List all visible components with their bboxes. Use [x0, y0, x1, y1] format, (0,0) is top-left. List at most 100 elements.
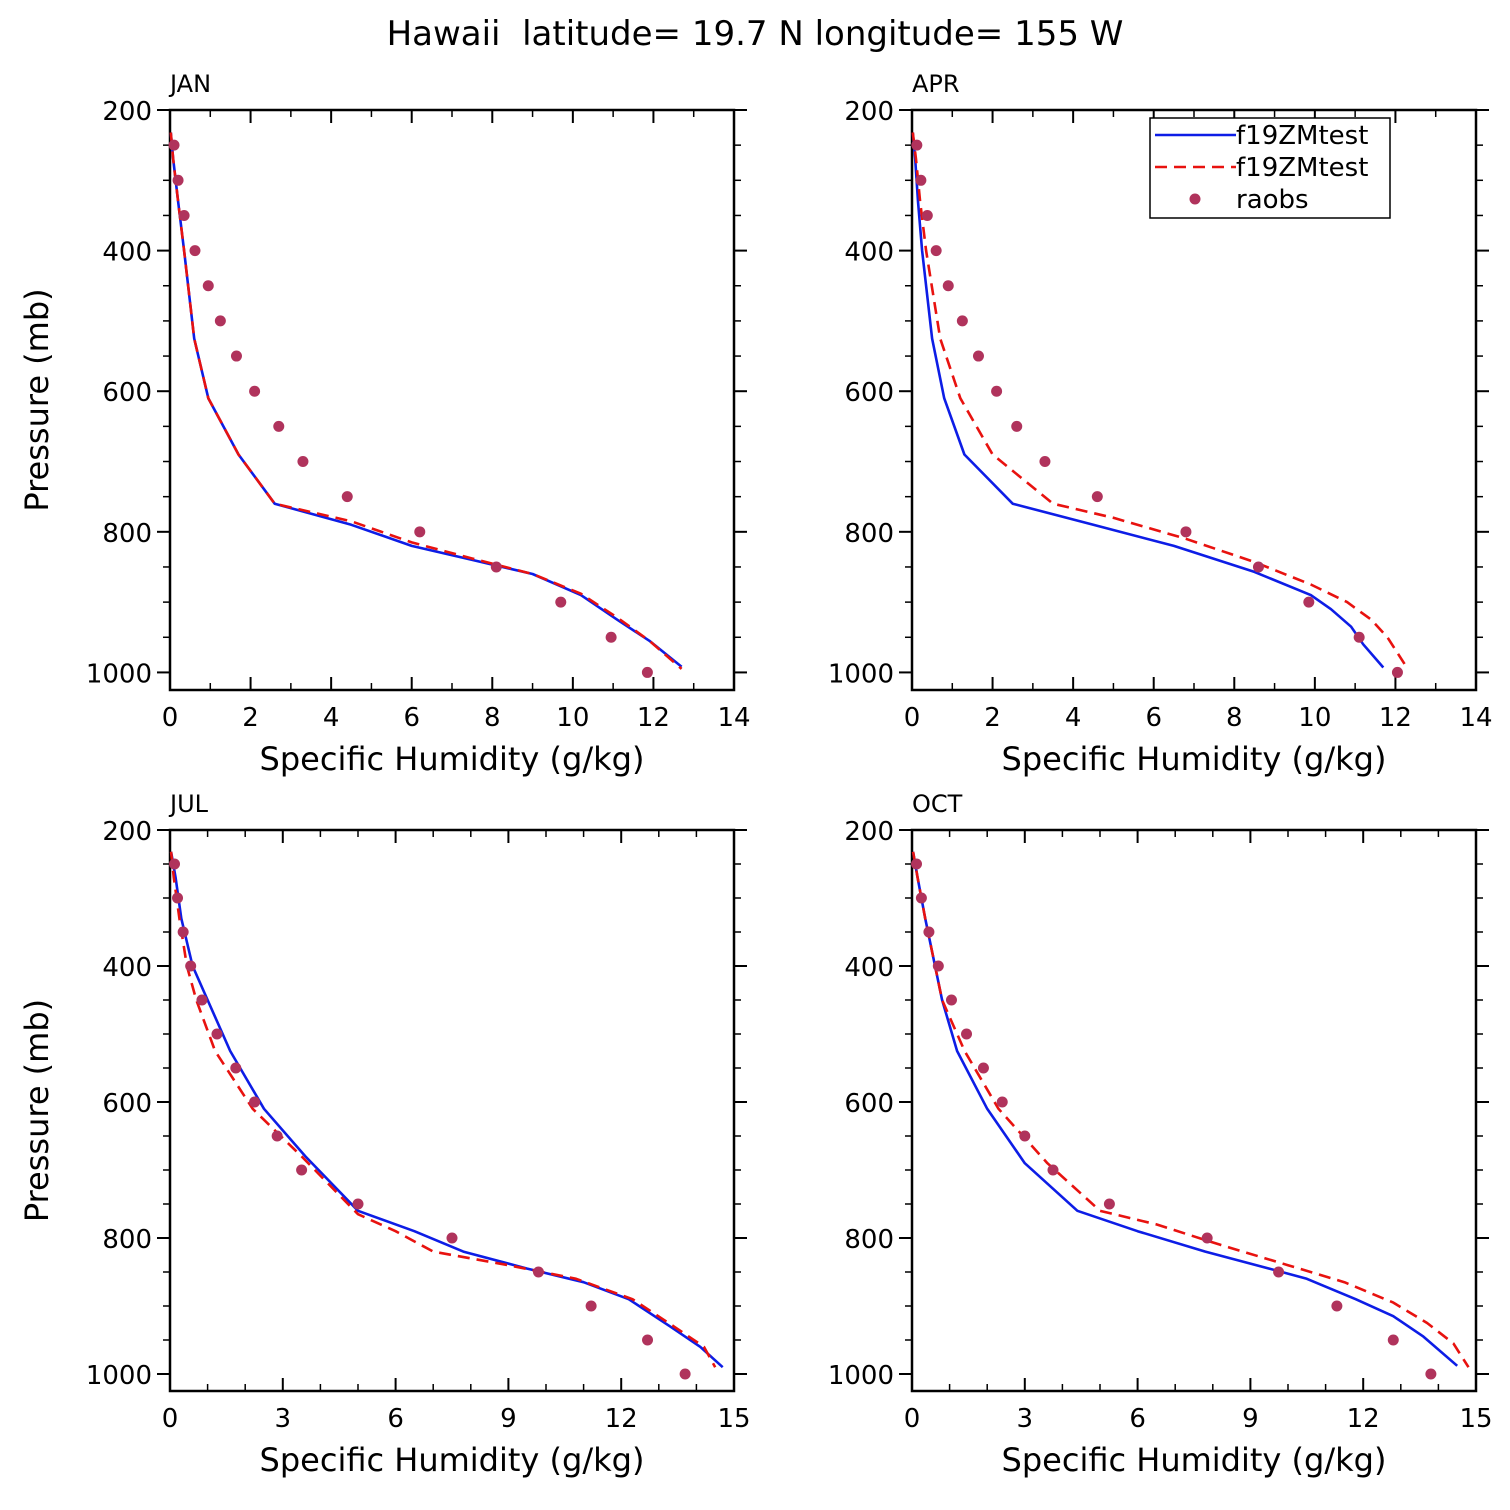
y-tick-label: 1000	[828, 1361, 894, 1391]
raobs-point	[1391, 666, 1403, 678]
legend-label: f19ZMtest	[1236, 121, 1368, 151]
series-line-solid	[911, 851, 1459, 1367]
panel-jan: 0 2 4 6 8 10 12 14 200 400 600 800 1000 JAN Specific H…	[18, 70, 751, 778]
x-tick-label: 6	[403, 703, 420, 733]
series-line-dashed	[169, 851, 717, 1368]
x-tick-label: 0	[904, 703, 921, 733]
raobs-point	[202, 280, 214, 292]
plot-frame	[910, 828, 1478, 1393]
raobs-point	[605, 631, 617, 643]
legend-marker-raobs	[1189, 193, 1201, 205]
y-tick-label: 200	[844, 817, 894, 847]
y-tick-label: 400	[844, 953, 894, 983]
series-line-solid	[169, 132, 683, 668]
raobs-point	[915, 892, 927, 904]
x-tick-label: 2	[984, 703, 1001, 733]
raobs-point	[923, 926, 935, 938]
x-tick-label: 3	[275, 1404, 292, 1434]
legend-label: f19ZMtest	[1236, 153, 1368, 183]
raobs-point	[921, 209, 933, 221]
raobs-point	[1011, 420, 1023, 432]
raobs-point	[977, 1062, 989, 1074]
x-tick-label: 12	[605, 1404, 638, 1434]
raobs-point	[1039, 456, 1051, 468]
raobs-point	[230, 1062, 242, 1074]
x-tick-label: 12	[1379, 703, 1412, 733]
raobs-point	[196, 994, 208, 1006]
x-tick-label: 6	[387, 1404, 404, 1434]
x-axis-label: Specific Humidity (g/kg)	[260, 740, 645, 778]
plot-frame	[168, 828, 736, 1393]
x-tick-label: 8	[1226, 703, 1243, 733]
raobs-point	[1425, 1368, 1437, 1380]
raobs-point	[679, 1368, 691, 1380]
raobs-point	[956, 315, 968, 327]
x-tick-label: 12	[1347, 1404, 1380, 1434]
x-axis-label: Specific Humidity (g/kg)	[1002, 1441, 1387, 1479]
raobs-point	[915, 174, 927, 186]
raobs-point	[1019, 1130, 1031, 1142]
series-line-dashed	[169, 132, 683, 670]
raobs-point	[211, 1028, 223, 1040]
figure-title: Hawaii latitude= 19.7 N longitude= 155 W	[387, 14, 1124, 54]
raobs-point	[1201, 1232, 1213, 1244]
y-axis-label: Pressure (mb)	[18, 999, 56, 1222]
x-tick-label: 9	[1242, 1404, 1259, 1434]
raobs-point	[178, 209, 190, 221]
x-tick-label: 15	[717, 1404, 750, 1434]
raobs-point	[172, 892, 184, 904]
x-tick-label: 10	[1298, 703, 1331, 733]
raobs-point	[249, 385, 261, 397]
raobs-point	[297, 456, 309, 468]
y-tick-label: 400	[844, 238, 894, 268]
x-tick-label: 12	[637, 703, 670, 733]
x-tick-label: 2	[242, 703, 259, 733]
panel-apr: 0 2 4 6 8 10 12 14 200 400 600 800 1000 APR Specific H…	[828, 70, 1493, 778]
raobs-point	[1047, 1164, 1059, 1176]
raobs-point	[961, 1028, 973, 1040]
raobs-point	[945, 994, 957, 1006]
raobs-point	[1252, 561, 1264, 573]
y-tick-label: 600	[844, 378, 894, 408]
panel-title: OCT	[912, 790, 963, 818]
raobs-point	[172, 174, 184, 186]
y-tick-label: 800	[844, 1225, 894, 1255]
raobs-point	[189, 245, 201, 257]
panel-title: JUL	[168, 790, 209, 818]
raobs-point	[177, 926, 189, 938]
x-tick-label: 6	[1129, 1404, 1146, 1434]
x-tick-label: 8	[484, 703, 501, 733]
raobs-point	[1387, 1334, 1399, 1346]
raobs-point	[1103, 1198, 1115, 1210]
x-tick-label: 0	[162, 703, 179, 733]
raobs-point	[230, 350, 242, 362]
y-tick-label: 400	[102, 238, 152, 268]
series-line-dashed	[911, 132, 1407, 667]
y-tick-label: 600	[102, 1089, 152, 1119]
y-tick-label: 200	[102, 97, 152, 127]
raobs-point	[168, 139, 180, 151]
y-tick-label: 1000	[828, 659, 894, 689]
raobs-point	[414, 526, 426, 538]
raobs-point	[642, 1334, 654, 1346]
raobs-point	[1091, 491, 1103, 503]
x-tick-label: 9	[500, 1404, 517, 1434]
raobs-point	[271, 1130, 283, 1142]
raobs-point	[1303, 596, 1315, 608]
plot-frame	[168, 108, 736, 692]
y-tick-label: 1000	[86, 1361, 152, 1391]
raobs-point	[911, 139, 923, 151]
raobs-point	[532, 1266, 544, 1278]
raobs-point	[214, 315, 226, 327]
raobs-point	[490, 561, 502, 573]
y-tick-label: 800	[102, 519, 152, 549]
x-tick-label: 0	[904, 1404, 921, 1434]
raobs-point	[972, 350, 984, 362]
raobs-point	[352, 1198, 364, 1210]
raobs-point	[585, 1300, 597, 1312]
raobs-point	[932, 960, 944, 972]
raobs-point	[996, 1096, 1008, 1108]
raobs-point	[641, 666, 653, 678]
x-tick-label: 3	[1017, 1404, 1034, 1434]
